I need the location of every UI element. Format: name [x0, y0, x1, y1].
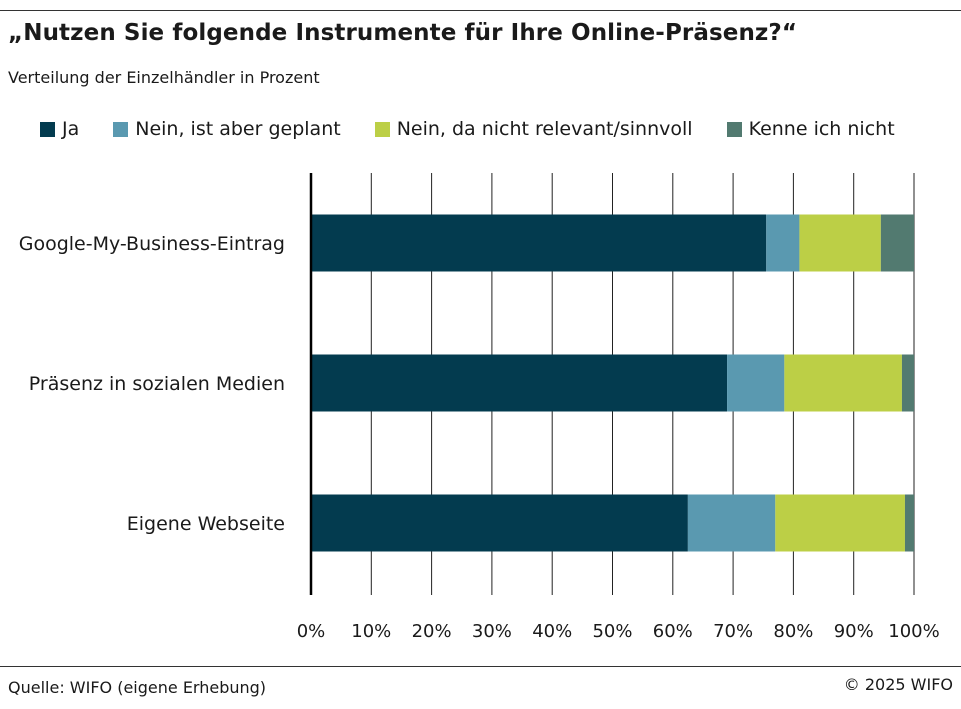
bar-segment: [311, 214, 767, 272]
legend-label: Nein, ist aber geplant: [135, 118, 341, 140]
bottom-rule: [0, 666, 961, 667]
x-tick-label: 50%: [592, 621, 632, 642]
stacked-bar-chart: Google-My-Business-Eintrag Präsenz in soz…: [19, 173, 940, 642]
x-tick-label: 70%: [713, 621, 753, 642]
copyright-note: © 2025 WIFO: [843, 675, 953, 694]
x-tick-label: 0%: [297, 621, 326, 642]
legend-item: Ja: [40, 118, 79, 140]
legend-swatch: [374, 121, 390, 137]
category-label: Google-My-Business-Eintrag: [19, 233, 285, 255]
bar-segment: [880, 214, 914, 272]
bar-segment: [766, 214, 800, 272]
bar-segment: [904, 494, 914, 552]
x-tick-label: 20%: [412, 621, 452, 642]
bar-segment: [687, 494, 776, 552]
x-tick-label: 100%: [888, 621, 939, 642]
x-tick-label: 60%: [653, 621, 693, 642]
legend-item: Nein, da nicht relevant/sinnvoll: [374, 118, 693, 140]
bar-segment: [727, 354, 785, 412]
legend-label: Ja: [62, 118, 80, 140]
x-tick-label: 80%: [773, 621, 813, 642]
x-tick-label: 90%: [834, 621, 874, 642]
x-tick-label: 10%: [351, 621, 391, 642]
bar-segment: [311, 494, 688, 552]
bar-segment: [901, 354, 914, 412]
legend-swatch: [726, 121, 742, 137]
legend-label: Kenne ich nicht: [748, 118, 895, 140]
x-tick-label: 30%: [472, 621, 512, 642]
legend-item: Nein, ist aber geplant: [113, 118, 341, 140]
legend-swatch: [40, 121, 55, 137]
bar-segment: [799, 214, 881, 272]
category-label: Präsenz in sozialen Medien: [29, 373, 285, 395]
bar-segment: [311, 354, 728, 412]
legend: Ja Nein, ist aber geplant Nein, da nicht r…: [40, 118, 929, 140]
chart-title: „Nutzen Sie folgende Instrumente für Ihr…: [8, 20, 798, 46]
top-rule: [0, 10, 961, 11]
source-note: Quelle: WIFO (eigene Erhebung): [8, 678, 267, 697]
legend-item: Kenne ich nicht: [726, 118, 895, 140]
bar-segment: [775, 494, 905, 552]
x-tick-label: 40%: [532, 621, 572, 642]
legend-swatch: [113, 121, 129, 137]
category-label: Eigene Webseite: [127, 513, 285, 535]
legend-label: Nein, da nicht relevant/sinnvoll: [396, 118, 693, 140]
chart-subtitle: Verteilung der Einzelhändler in Prozent: [8, 68, 320, 87]
bar-segment: [784, 354, 902, 412]
